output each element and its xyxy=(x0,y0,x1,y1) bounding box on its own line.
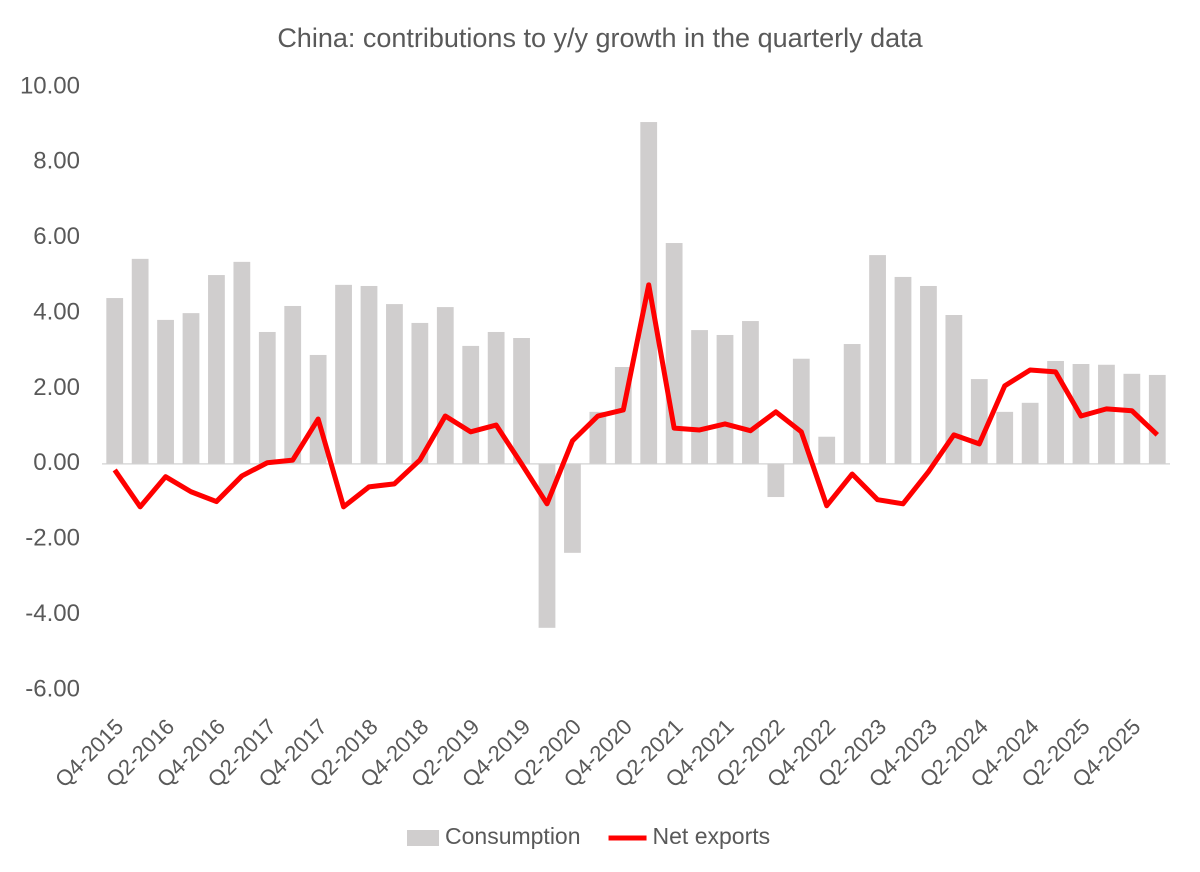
bar xyxy=(258,331,276,464)
bar xyxy=(742,321,759,464)
y-tick-label: 2.00 xyxy=(33,374,80,401)
y-tick-label: 6.00 xyxy=(33,223,80,250)
bar xyxy=(1123,373,1141,464)
bar xyxy=(436,307,454,464)
bar xyxy=(233,261,251,464)
bar xyxy=(513,337,530,464)
bar xyxy=(1021,402,1039,464)
bar xyxy=(335,284,352,464)
bar xyxy=(818,436,836,464)
bar xyxy=(920,285,937,464)
legend-label: Net exports xyxy=(653,823,771,849)
bar xyxy=(1148,374,1166,464)
bar xyxy=(996,411,1014,464)
y-tick-label: -4.00 xyxy=(25,600,80,627)
bar xyxy=(131,258,149,464)
bar xyxy=(284,305,302,464)
bar xyxy=(716,334,734,464)
y-tick-label: 8.00 xyxy=(33,148,80,175)
bar xyxy=(360,285,378,464)
y-tick-label: 10.00 xyxy=(20,72,80,99)
bar xyxy=(945,315,963,464)
bar xyxy=(843,344,861,464)
chart-title: China: contributions to y/y growth in th… xyxy=(277,23,923,53)
bar xyxy=(767,463,785,498)
bar xyxy=(106,298,124,464)
bar xyxy=(182,313,200,464)
bar xyxy=(1098,364,1115,464)
y-tick-label: -6.00 xyxy=(25,675,80,702)
legend-swatch xyxy=(407,830,439,846)
bar xyxy=(538,463,556,628)
y-tick-label: -2.00 xyxy=(25,525,80,552)
bar xyxy=(970,379,988,464)
bar xyxy=(589,411,607,464)
bar xyxy=(564,463,581,553)
bar xyxy=(462,345,480,464)
legend-label: Consumption xyxy=(445,823,581,849)
bar xyxy=(691,330,708,464)
bar xyxy=(386,304,403,464)
bar xyxy=(894,276,912,464)
y-tick-label: 4.00 xyxy=(33,298,80,325)
y-tick-label: 0.00 xyxy=(33,449,80,476)
bar xyxy=(157,319,174,464)
bar xyxy=(411,322,429,464)
line xyxy=(112,282,1160,510)
bar xyxy=(487,331,505,464)
bar xyxy=(1047,360,1064,464)
bar xyxy=(869,255,886,464)
bar xyxy=(208,275,225,464)
